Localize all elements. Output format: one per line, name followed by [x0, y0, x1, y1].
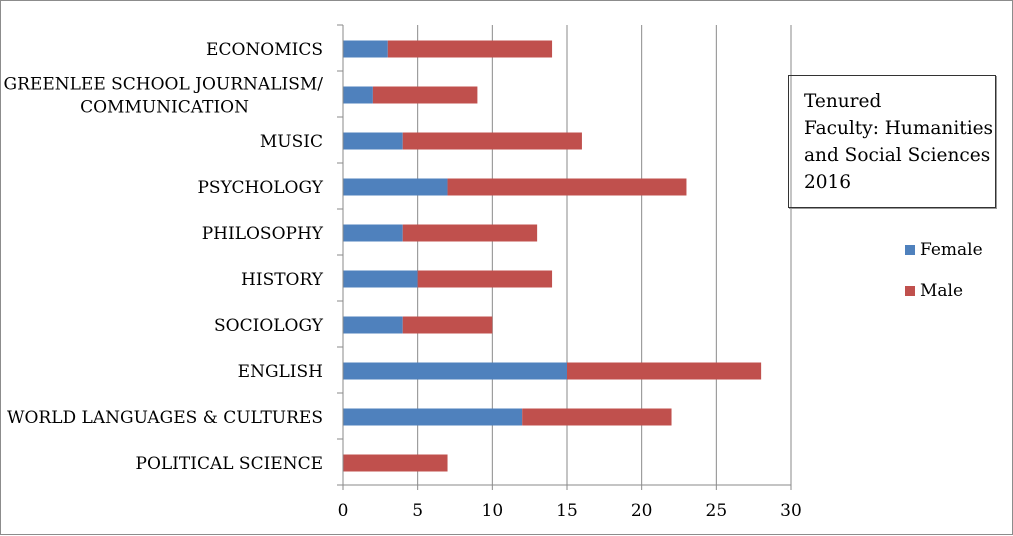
legend-label-male: Male: [920, 281, 964, 301]
bar-male: [372, 86, 478, 104]
category-label: GREENLEE SCHOOL JOURNALISM/: [4, 75, 324, 95]
bar-male: [417, 270, 553, 288]
bar-female: [343, 86, 373, 104]
bar-male: [522, 408, 672, 426]
axes: [337, 24, 792, 490]
gridlines: [417, 25, 792, 485]
category-label: PHILOSOPHY: [202, 224, 324, 244]
category-label: ECONOMICS: [206, 40, 323, 60]
bar-female: [343, 270, 418, 288]
bar-female: [343, 316, 403, 334]
x-tick-label: 5: [412, 501, 423, 521]
category-label: MUSIC: [260, 132, 323, 152]
bar-female: [343, 362, 567, 380]
category-label: POLITICAL SCIENCE: [136, 454, 323, 474]
chart-title-line: Faculty: Humanities: [804, 118, 994, 139]
x-tick-label: 0: [338, 501, 349, 521]
x-tick-label: 15: [556, 501, 578, 521]
category-label: HISTORY: [241, 270, 324, 290]
category-labels: ECONOMICS GREENLEE SCHOOL JOURNALISM/COMM…: [4, 40, 324, 474]
bar-male: [387, 40, 553, 58]
legend-swatch-male: [905, 286, 915, 296]
chart-title-line: Tenured: [804, 91, 882, 112]
bar-female: [343, 224, 403, 242]
category-label: WORLD LANGUAGES & CULTURES: [7, 408, 323, 428]
bar-female: [343, 178, 448, 196]
x-tick-label: 20: [631, 501, 653, 521]
x-tick-labels: 0 5 10 15 20 25 30: [338, 501, 802, 521]
bar-male: [402, 132, 582, 150]
x-tick-label: 30: [780, 501, 802, 521]
chart-title-line: and Social Sciences: [804, 145, 991, 166]
category-label: SOCIOLOGY: [214, 316, 324, 336]
category-label: ENGLISH: [238, 362, 323, 382]
chart-title-line: 2016: [804, 172, 852, 193]
legend-swatch-female: [905, 245, 915, 255]
chart-title-box: Tenured Faculty: Humanities and Social S…: [788, 75, 996, 208]
bar-female: [343, 40, 388, 58]
x-tick-label: 10: [482, 501, 504, 521]
bar-male: [402, 224, 538, 242]
bar-male: [567, 362, 762, 380]
bar-female: [343, 132, 403, 150]
bar-male: [402, 316, 493, 334]
category-label: PSYCHOLOGY: [197, 178, 323, 198]
x-tick-label: 25: [706, 501, 728, 521]
bars: [343, 40, 762, 472]
category-label: COMMUNICATION: [80, 98, 249, 118]
legend-label-female: Female: [920, 240, 983, 260]
bar-female: [343, 408, 523, 426]
bar-male: [343, 454, 448, 472]
bar-male: [447, 178, 687, 196]
